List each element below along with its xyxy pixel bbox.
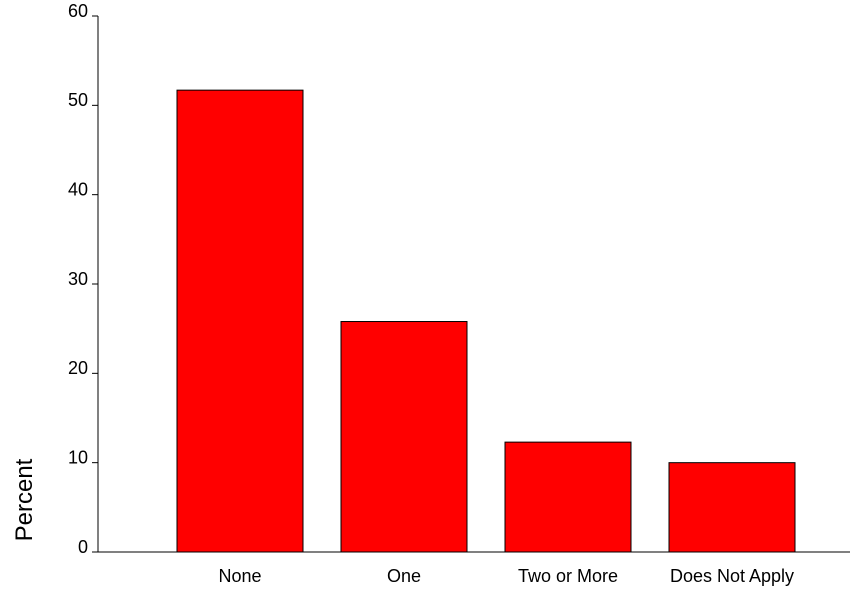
y-tick-label: 20 — [68, 358, 88, 378]
y-tick-label: 50 — [68, 90, 88, 110]
y-tick-label: 40 — [68, 179, 88, 199]
y-ticks-group: 0 10 20 30 40 50 60 — [68, 1, 98, 557]
bar-does-not-apply — [668, 462, 796, 553]
y-tick-label: 30 — [68, 269, 88, 289]
y-axis-title: Percent — [11, 458, 38, 541]
y-tick-label: 60 — [68, 1, 88, 21]
bar-none — [176, 89, 304, 553]
x-tick-label: One — [387, 566, 421, 586]
x-tick-label: Two or More — [518, 566, 618, 586]
bar-two-or-more — [504, 441, 632, 553]
y-tick-label: 10 — [68, 447, 88, 467]
bars-group — [176, 89, 796, 553]
bar-one — [340, 321, 468, 553]
x-tick-label: None — [218, 566, 261, 586]
y-tick-label: 0 — [78, 537, 88, 557]
x-tick-labels-group: None One Two or More Does Not Apply — [218, 566, 794, 586]
x-tick-label: Does Not Apply — [670, 566, 794, 586]
